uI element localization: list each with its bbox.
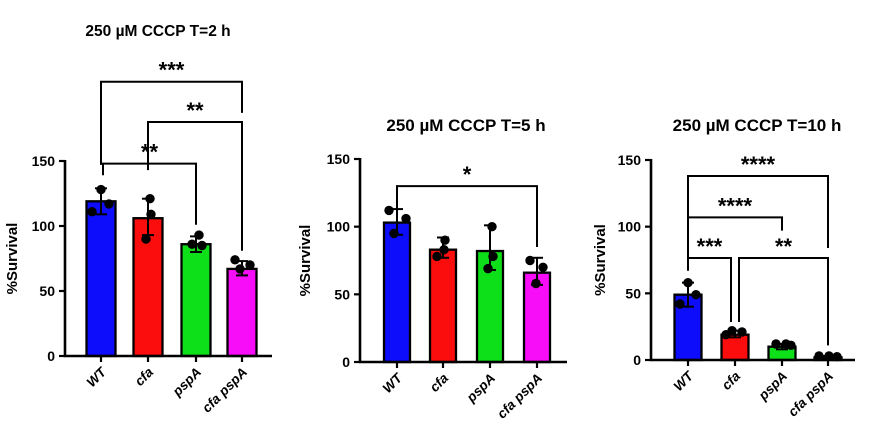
significance-bracket	[100, 80, 243, 165]
data-point	[483, 263, 493, 274]
significance-stars: **	[186, 98, 204, 123]
data-point	[389, 228, 399, 239]
data-point	[145, 194, 155, 204]
bar-cfa-pspA	[226, 267, 258, 358]
significance-bracket	[396, 185, 538, 247]
x-category-label-cfa-pspA: cfa pspA	[494, 371, 545, 422]
significance-bracket	[687, 257, 732, 322]
bar-WT	[382, 221, 412, 364]
y-axis-title: %Survival	[592, 224, 609, 296]
x-category-label-cfa: cfa	[427, 370, 452, 395]
chart-title: 250 µM CCCP T=5 h	[386, 116, 545, 135]
x-category-label-cfa: cfa	[719, 368, 744, 393]
significance-bracket	[738, 257, 829, 346]
y-tick-label: 50	[625, 285, 641, 301]
data-point	[814, 351, 824, 361]
y-tick-label: 100	[327, 219, 351, 235]
data-point	[721, 329, 731, 340]
x-category-label-WT: WT	[84, 363, 111, 390]
data-point	[230, 255, 240, 265]
data-point	[737, 327, 747, 337]
significance-stars: ****	[741, 152, 776, 177]
y-tick-label: 50	[334, 286, 350, 302]
y-tick-label: 100	[618, 219, 642, 235]
data-point	[245, 260, 255, 270]
x-category-label-cfa-pspA: cfa pspA	[199, 365, 250, 416]
data-point	[401, 213, 411, 224]
y-tick-label: 150	[327, 151, 351, 167]
data-point	[187, 239, 197, 249]
y-tick-label: 50	[39, 283, 55, 299]
significance-stars: ****	[718, 193, 753, 218]
significance-bracket	[147, 121, 243, 251]
data-point	[384, 205, 394, 216]
y-tick-label: 0	[342, 354, 350, 370]
x-category-label-cfa: cfa	[132, 364, 157, 389]
data-point	[432, 251, 442, 262]
bar-pspA	[180, 243, 212, 358]
data-point	[194, 230, 204, 240]
data-point	[488, 251, 498, 262]
x-category-label-pspA: pspA	[755, 369, 790, 404]
bar-WT	[85, 200, 117, 358]
data-point	[87, 207, 97, 217]
y-tick-label: 100	[32, 218, 56, 234]
data-point	[440, 235, 450, 245]
data-point	[675, 299, 685, 309]
significance-stars: *	[463, 162, 472, 187]
x-category-label-pspA: pspA	[463, 371, 498, 406]
significance-bracket	[102, 162, 197, 225]
data-point	[824, 351, 834, 361]
x-category-label-cfa-pspA: cfa pspA	[785, 369, 836, 420]
data-point	[538, 262, 548, 272]
y-axis-title: %Survival	[4, 223, 21, 295]
x-category-label-pspA: pspA	[169, 365, 204, 400]
data-point	[487, 221, 497, 232]
chart-title: 250 µM CCCP T=2 h	[85, 23, 230, 40]
data-point	[771, 339, 781, 349]
data-point	[691, 289, 701, 300]
data-point	[531, 278, 541, 289]
significance-stars: **	[775, 234, 793, 259]
y-tick-label: 150	[618, 152, 642, 168]
significance-bracket	[687, 216, 783, 271]
y-axis-title: %Survival	[297, 225, 314, 297]
data-point	[439, 244, 449, 255]
data-point	[525, 255, 535, 266]
y-tick-label: 0	[47, 348, 55, 364]
data-point	[235, 264, 245, 274]
x-category-label-WT: WT	[380, 369, 407, 396]
y-tick-label: 0	[633, 352, 641, 368]
data-point	[683, 277, 693, 288]
significance-stars: **	[141, 140, 159, 165]
chart-title: 250 µM CCCP T=10 h	[673, 116, 842, 135]
bar-cfa	[428, 248, 458, 364]
data-point	[104, 199, 114, 209]
data-point	[197, 240, 207, 251]
significance-stars: ***	[697, 234, 723, 259]
significance-stars: ***	[159, 58, 185, 83]
data-point	[141, 234, 151, 244]
y-tick-label: 150	[32, 153, 56, 169]
data-point	[786, 340, 796, 351]
data-point	[146, 209, 156, 219]
data-point	[96, 184, 106, 195]
x-category-label-WT: WT	[671, 367, 698, 394]
